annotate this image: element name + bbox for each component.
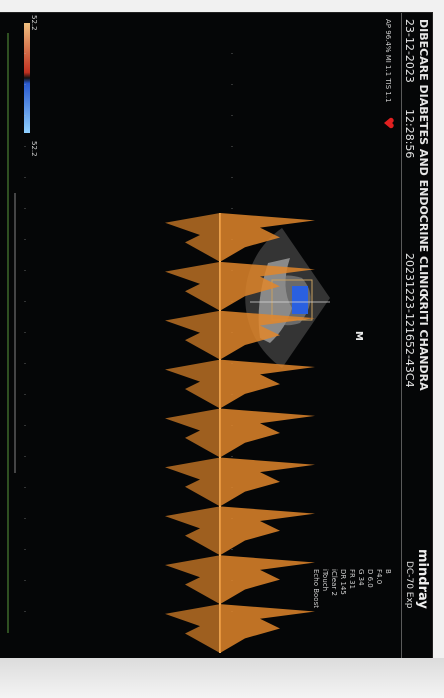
doppler-spectrum: [165, 213, 315, 653]
exam-date: 23-12-2023: [403, 19, 416, 83]
doppler-beat-lower: [165, 408, 220, 458]
brand-logo: mindray: [415, 549, 430, 609]
model-name: DC-70 Exp: [404, 561, 414, 609]
scan-area: M: [7, 33, 364, 653]
doppler-beat-upper: [220, 457, 315, 507]
color-velocity-bar: [24, 23, 30, 133]
doppler-beat-upper: [220, 506, 315, 556]
doppler-beat-lower: [165, 310, 220, 360]
doppler-beat-upper: [220, 604, 315, 653]
param-b-mode: B F4.0 D 6.0 G 34 FR 31 DR 145 iClear 2 …: [312, 569, 392, 608]
doppler-beat-upper: [220, 408, 315, 458]
doppler-beat-upper: [220, 261, 315, 311]
doppler-beat-lower: [165, 457, 220, 507]
doppler-beat-lower: [165, 359, 220, 409]
doppler-beat-upper: [220, 213, 315, 262]
clinic-name: DIBECARE DIABETES AND ENDOCRINE CLINIC: [417, 19, 430, 297]
marker-m: M: [353, 331, 364, 341]
parameter-panel: B F4.0 D 6.0 G 34 FR 31 DR 145 iClear 2 …: [311, 569, 392, 655]
page-edge: [0, 658, 444, 698]
doppler-beat-lower: [165, 261, 220, 311]
color-flow-box: [292, 286, 308, 314]
doppler-beat-lower: [165, 604, 220, 653]
exam-time: 12:28:56: [403, 109, 416, 159]
doppler-beat-upper: [220, 555, 315, 605]
exam-id: 20231223-121652-43C4: [403, 253, 416, 388]
doppler-beat-upper: [220, 359, 315, 409]
header-divider: [401, 13, 402, 659]
doppler-beat-upper: [220, 310, 315, 360]
bmode-sector: [245, 228, 330, 368]
doppler-beat-lower: [165, 506, 220, 556]
rotated-screen: DIBECARE DIABETES AND ENDOCRINE CLINIC K…: [0, 13, 432, 659]
ultrasound-monitor: DIBECARE DIABETES AND ENDOCRINE CLINIC K…: [0, 12, 433, 659]
doppler-beat-lower: [165, 213, 220, 262]
heart-marker-icon: [384, 117, 394, 129]
patient-name: KRITI CHANDRA: [417, 293, 430, 391]
doppler-beat-lower: [165, 555, 220, 605]
